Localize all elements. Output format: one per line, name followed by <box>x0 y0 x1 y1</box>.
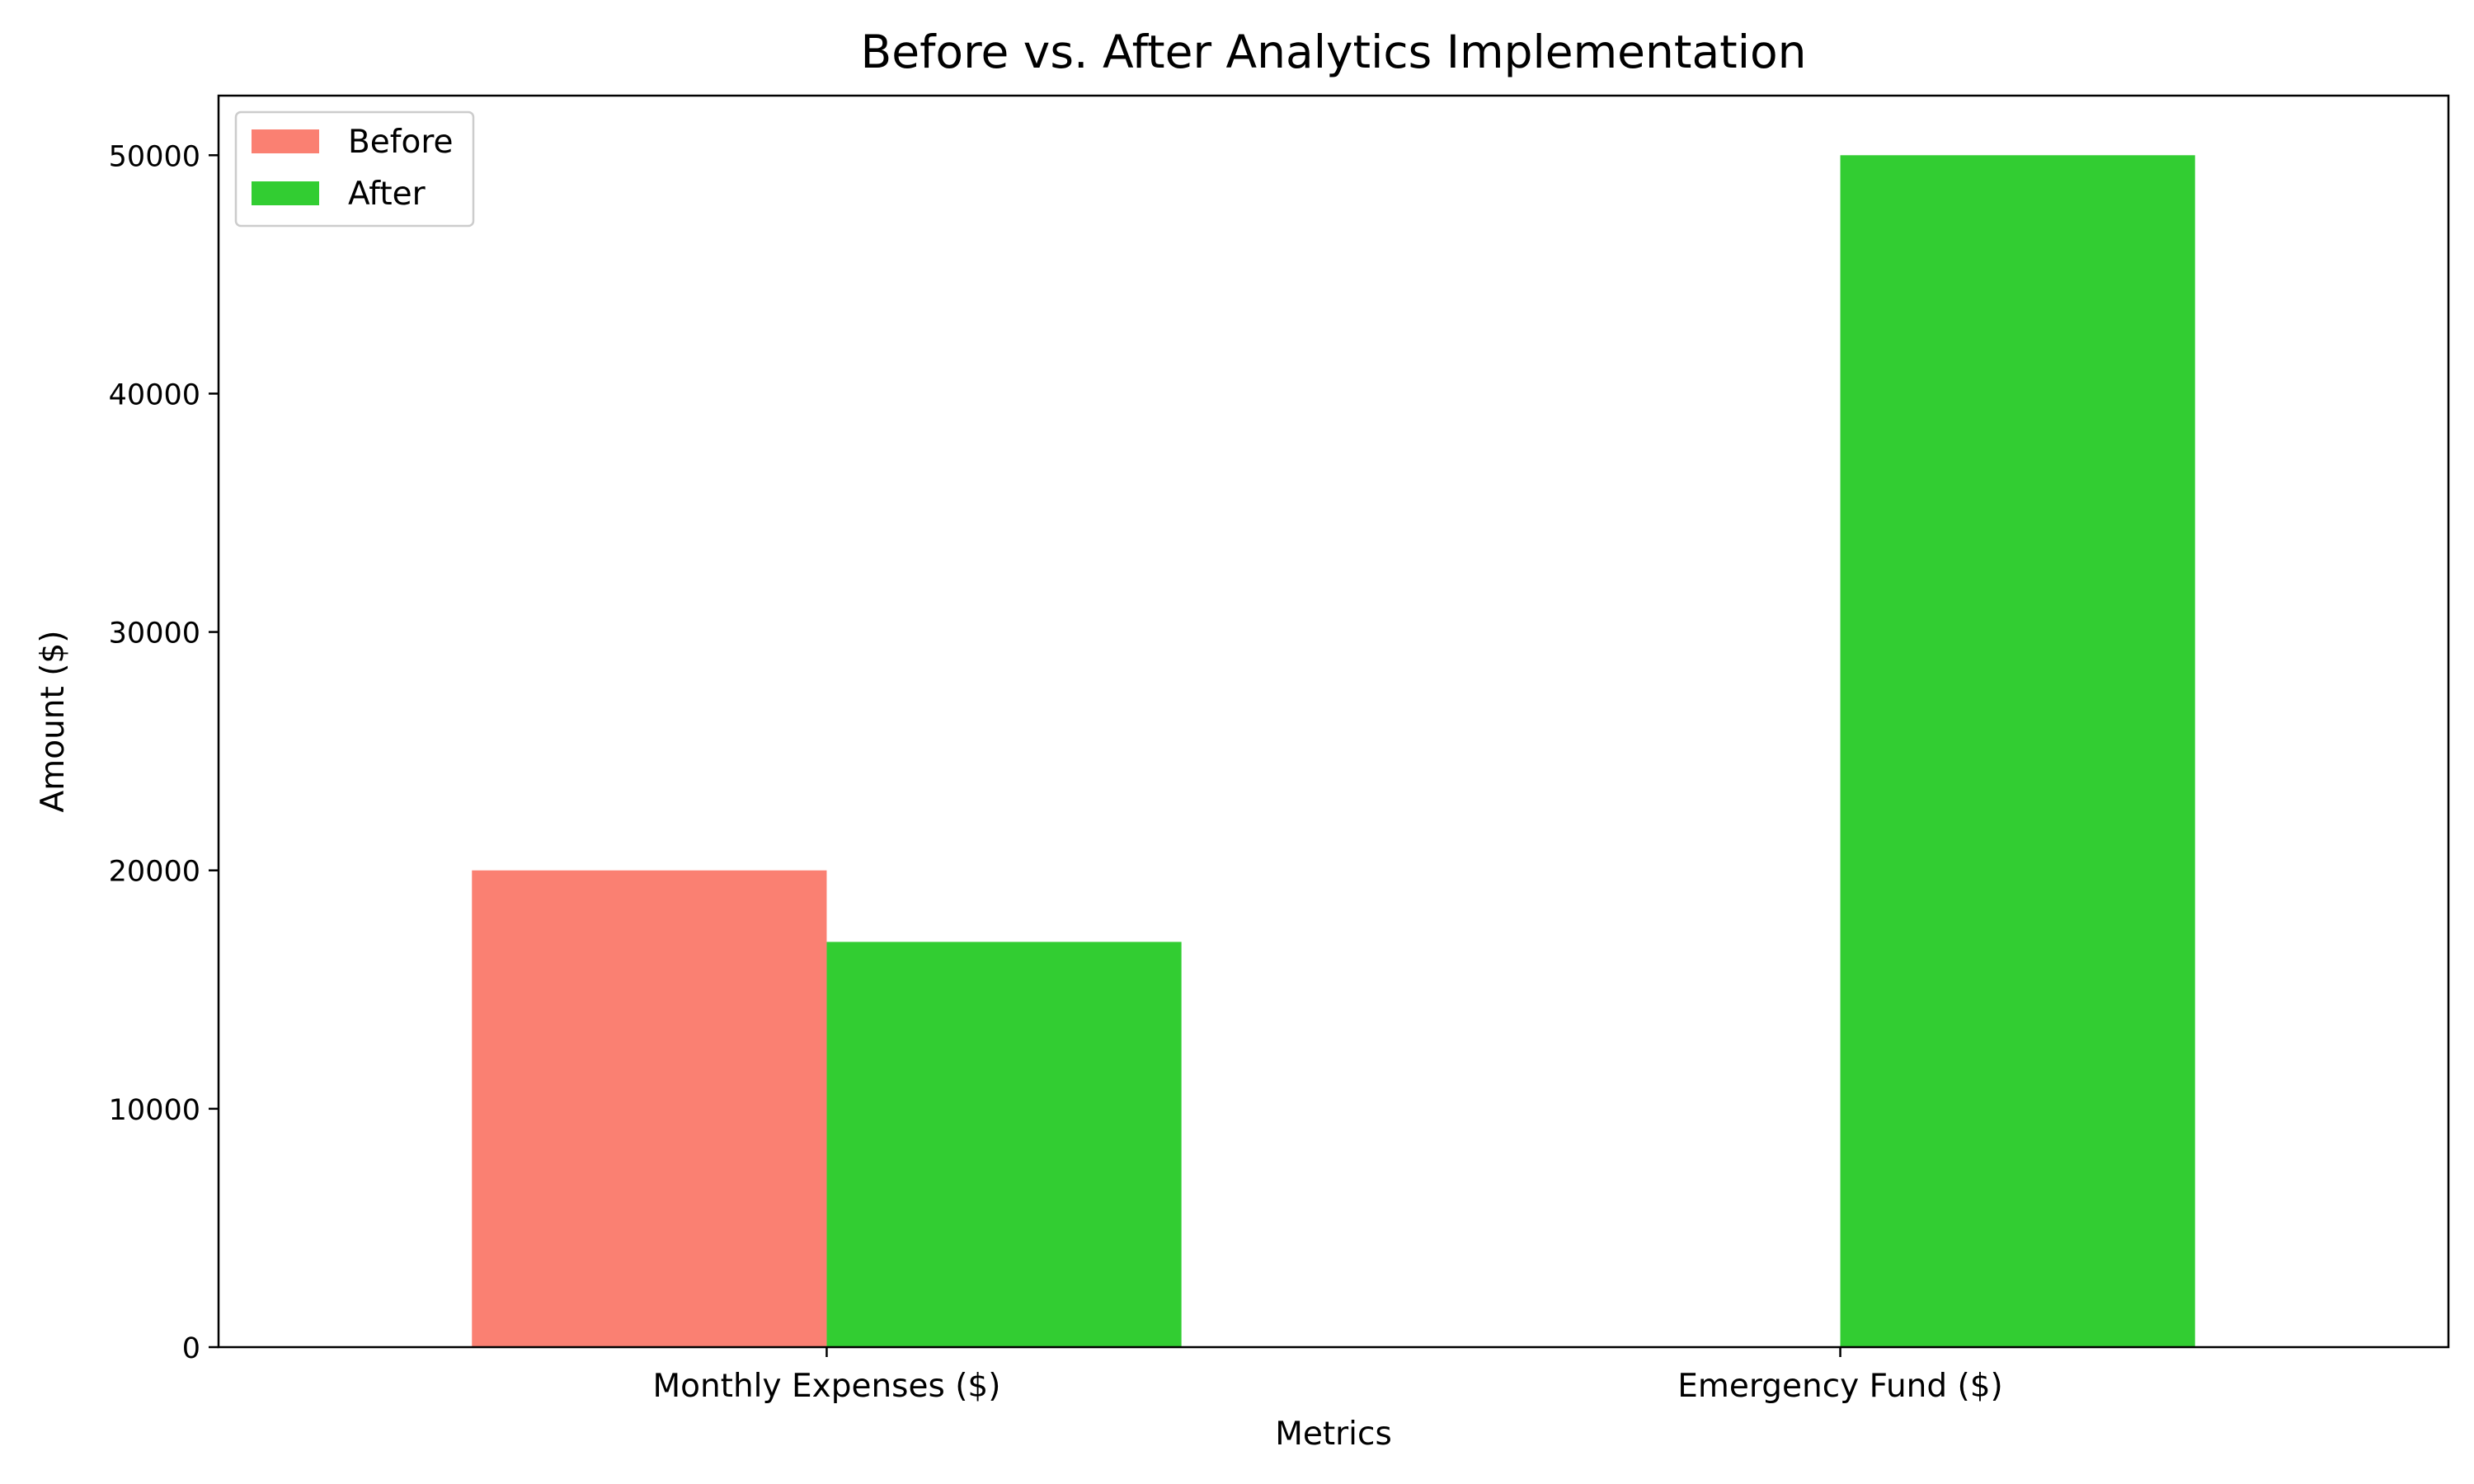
plot-area-frame <box>217 94 2450 1349</box>
y-tick-label: 20000 <box>109 856 200 889</box>
x-tick-label: Emergency Fund ($) <box>1677 1368 2003 1405</box>
legend-swatch-after <box>252 181 319 205</box>
y-tick-label: 40000 <box>109 378 200 411</box>
x-axis-label: Metrics <box>1275 1416 1392 1453</box>
y-tick-label: 0 <box>182 1332 200 1365</box>
legend-label-before: Before <box>348 124 454 161</box>
y-tick-label: 30000 <box>109 618 200 650</box>
y-tick-label: 50000 <box>109 140 200 173</box>
legend: Before After <box>234 110 475 228</box>
y-tick-label: 10000 <box>109 1094 200 1127</box>
chart-title: Before vs. After Analytics Implementatio… <box>861 26 1807 78</box>
legend-swatch-before <box>252 129 319 153</box>
bar-before-0 <box>472 870 827 1347</box>
bars-layer <box>472 155 2195 1347</box>
axis-ticks: 0 10000 20000 30000 40000 50000 Monthly Expens… <box>109 140 2003 1405</box>
bar-after-1 <box>1840 155 2195 1347</box>
legend-label-after: After <box>348 176 426 213</box>
bar-after-0 <box>826 942 1182 1347</box>
y-axis-label: Amount ($) <box>35 631 72 813</box>
x-tick-label: Monthly Expenses ($) <box>652 1368 1000 1405</box>
